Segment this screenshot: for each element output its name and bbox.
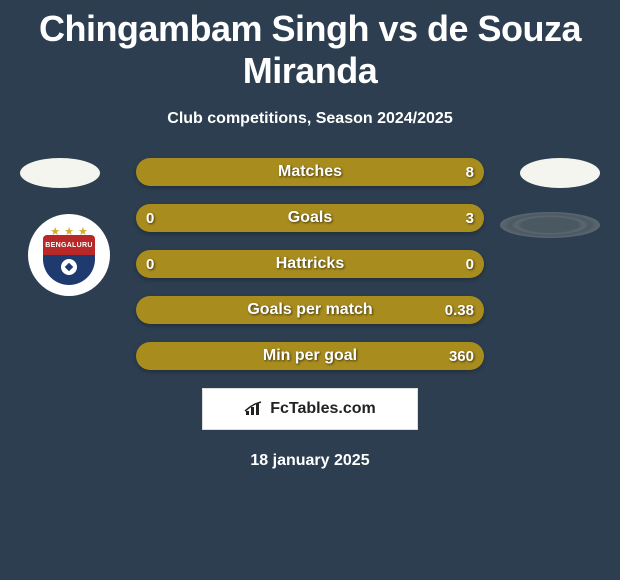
stat-bars: Matches 8 0 Goals 3 0 Hattricks 0 Goals … xyxy=(136,158,484,370)
attribution-badge[interactable]: FcTables.com xyxy=(202,388,418,430)
player-left-club-badge: ★ ★ ★ BENGALURU xyxy=(28,214,110,296)
date-label: 18 january 2025 xyxy=(0,452,620,470)
stat-label: Goals xyxy=(136,209,484,227)
player-right-badge-bottom xyxy=(500,212,600,238)
stat-right-value: 0.38 xyxy=(445,302,474,319)
stat-bar-hattricks: 0 Hattricks 0 xyxy=(136,250,484,278)
attribution-text: FcTables.com xyxy=(270,400,376,418)
player-left-badge-top xyxy=(20,158,100,188)
stat-bar-matches: Matches 8 xyxy=(136,158,484,186)
stat-right-value: 0 xyxy=(466,256,474,273)
stat-label: Matches xyxy=(136,163,484,181)
comparison-content: ★ ★ ★ BENGALURU Matches 8 0 Goals 3 xyxy=(0,158,620,470)
stat-label: Goals per match xyxy=(136,301,484,319)
stat-right-value: 8 xyxy=(466,164,474,181)
stat-right-value: 360 xyxy=(449,348,474,365)
page-title: Chingambam Singh vs de Souza Miranda xyxy=(0,0,620,92)
football-icon xyxy=(60,258,78,276)
stat-label: Min per goal xyxy=(136,347,484,365)
player-right-badge-top xyxy=(520,158,600,188)
stat-bar-goals-per-match: Goals per match 0.38 xyxy=(136,296,484,324)
stat-bar-min-per-goal: Min per goal 360 xyxy=(136,342,484,370)
stat-bar-goals: 0 Goals 3 xyxy=(136,204,484,232)
page-subtitle: Club competitions, Season 2024/2025 xyxy=(0,110,620,128)
shield-icon: ★ ★ ★ BENGALURU xyxy=(41,225,97,285)
stat-label: Hattricks xyxy=(136,255,484,273)
shield-name: BENGALURU xyxy=(43,235,95,255)
stat-right-value: 3 xyxy=(466,210,474,227)
bar-chart-icon xyxy=(244,401,264,417)
